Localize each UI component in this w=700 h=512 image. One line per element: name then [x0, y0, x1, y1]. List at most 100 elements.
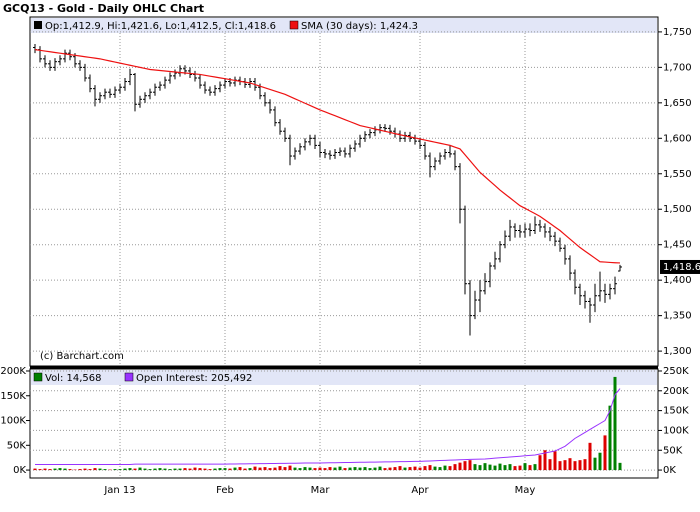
y-tick-label: 1,350	[663, 311, 692, 322]
volume-bar	[393, 467, 397, 471]
volume-bar	[93, 468, 97, 471]
volume-bar	[418, 467, 422, 471]
volume-bar	[433, 466, 437, 471]
volume-bar	[378, 466, 382, 471]
volume-bar	[263, 467, 267, 471]
volume-bar	[53, 468, 57, 471]
volume-bar	[358, 467, 362, 471]
volume-bar	[48, 469, 52, 471]
volume-bar	[338, 466, 342, 471]
volume-bar	[288, 465, 292, 471]
volume-bar	[463, 461, 467, 471]
volume-bar	[498, 463, 502, 471]
volume-bar	[488, 464, 492, 471]
volume-bar	[293, 467, 297, 471]
volume-bar	[543, 450, 547, 471]
volume-bar	[533, 464, 537, 471]
volume-bar	[123, 468, 127, 471]
legend-swatch	[34, 21, 42, 29]
volume-bar	[508, 464, 512, 471]
volume-bar	[363, 467, 367, 471]
volume-bar	[173, 468, 177, 471]
volume-bar	[228, 468, 232, 471]
volume-bar	[303, 467, 307, 471]
volume-bar	[63, 468, 67, 471]
volume-bar	[608, 405, 612, 471]
legend-swatch	[33, 372, 43, 382]
y-tick-label: 1,450	[663, 240, 692, 251]
volume-bar	[193, 467, 197, 471]
volume-bar	[398, 466, 402, 471]
y-tick-label: 1,700	[663, 62, 692, 73]
volume-bar	[103, 469, 107, 471]
y-tick-label: 0K	[13, 465, 26, 476]
price-panel	[29, 16, 659, 367]
volume-bar	[113, 469, 117, 471]
volume-bar	[168, 469, 172, 471]
x-tick-label: Feb	[216, 485, 234, 496]
volume-bar	[408, 467, 412, 471]
volume-bar	[618, 462, 622, 471]
volume-bar	[483, 463, 487, 471]
y-tick-label: 200K	[0, 366, 26, 377]
volume-bar	[298, 468, 302, 471]
y2-tick-label: 50K	[663, 445, 683, 456]
volume-bar	[353, 467, 357, 471]
legend-swatch	[289, 20, 299, 30]
volume-bar	[438, 467, 442, 471]
volume-bar	[368, 468, 372, 471]
volume-bar	[38, 469, 42, 471]
y-tick-label: 1,500	[663, 204, 692, 215]
legend-label: SMA (30 days): 1,424.3	[301, 21, 418, 32]
volume-bar	[468, 460, 472, 471]
y-tick-label: 1,400	[663, 275, 692, 286]
volume-bar	[283, 467, 287, 471]
volume-bar	[308, 467, 312, 471]
volume-bar	[598, 452, 602, 471]
volume-bar	[348, 467, 352, 471]
volume-bar	[278, 466, 282, 471]
x-tick-label: Mar	[311, 485, 331, 496]
volume-bar	[43, 468, 47, 471]
volume-bar	[318, 467, 322, 471]
volume-bar	[268, 468, 272, 471]
volume-bar	[593, 457, 597, 471]
volume-bar	[443, 465, 447, 471]
volume-bar	[373, 467, 377, 471]
volume-bar	[223, 468, 227, 471]
volume-bar	[163, 468, 167, 471]
y2-tick-label: 0K	[663, 465, 676, 476]
volume-bar	[178, 468, 182, 471]
legend-label: Open Interest: 205,492	[136, 373, 252, 384]
volume-bar	[473, 464, 477, 471]
y2-tick-label: 150K	[663, 406, 689, 417]
volume-bar	[493, 465, 497, 471]
volume-bar	[513, 466, 517, 471]
volume-bar	[218, 468, 222, 471]
volume-bar	[388, 467, 392, 471]
volume-bar	[448, 466, 452, 471]
volume-bar	[538, 455, 542, 471]
volume-bar	[248, 468, 252, 471]
volume-bar	[383, 468, 387, 471]
y-tick-label: 1,750	[663, 27, 692, 38]
volume-panel	[29, 368, 659, 479]
y-tick-label: 150K	[0, 391, 26, 402]
volume-bar	[518, 465, 522, 471]
y2-tick-label: 250K	[663, 366, 689, 377]
watermark: (c) Barchart.com	[40, 351, 124, 362]
volume-bar	[83, 468, 87, 471]
volume-bar	[88, 469, 92, 471]
volume-bar	[128, 468, 132, 471]
volume-bar	[333, 467, 337, 471]
volume-bar	[188, 468, 192, 471]
sma-line	[34, 49, 621, 264]
volume-bar	[478, 465, 482, 471]
legend-label: Vol: 14,568	[45, 373, 102, 384]
volume-bar	[613, 376, 617, 471]
volume-bar	[328, 467, 332, 471]
volume-bar	[198, 468, 202, 471]
volume-bar	[138, 467, 142, 471]
y-tick-label: 1,600	[663, 133, 692, 144]
legend-swatch	[124, 372, 134, 382]
